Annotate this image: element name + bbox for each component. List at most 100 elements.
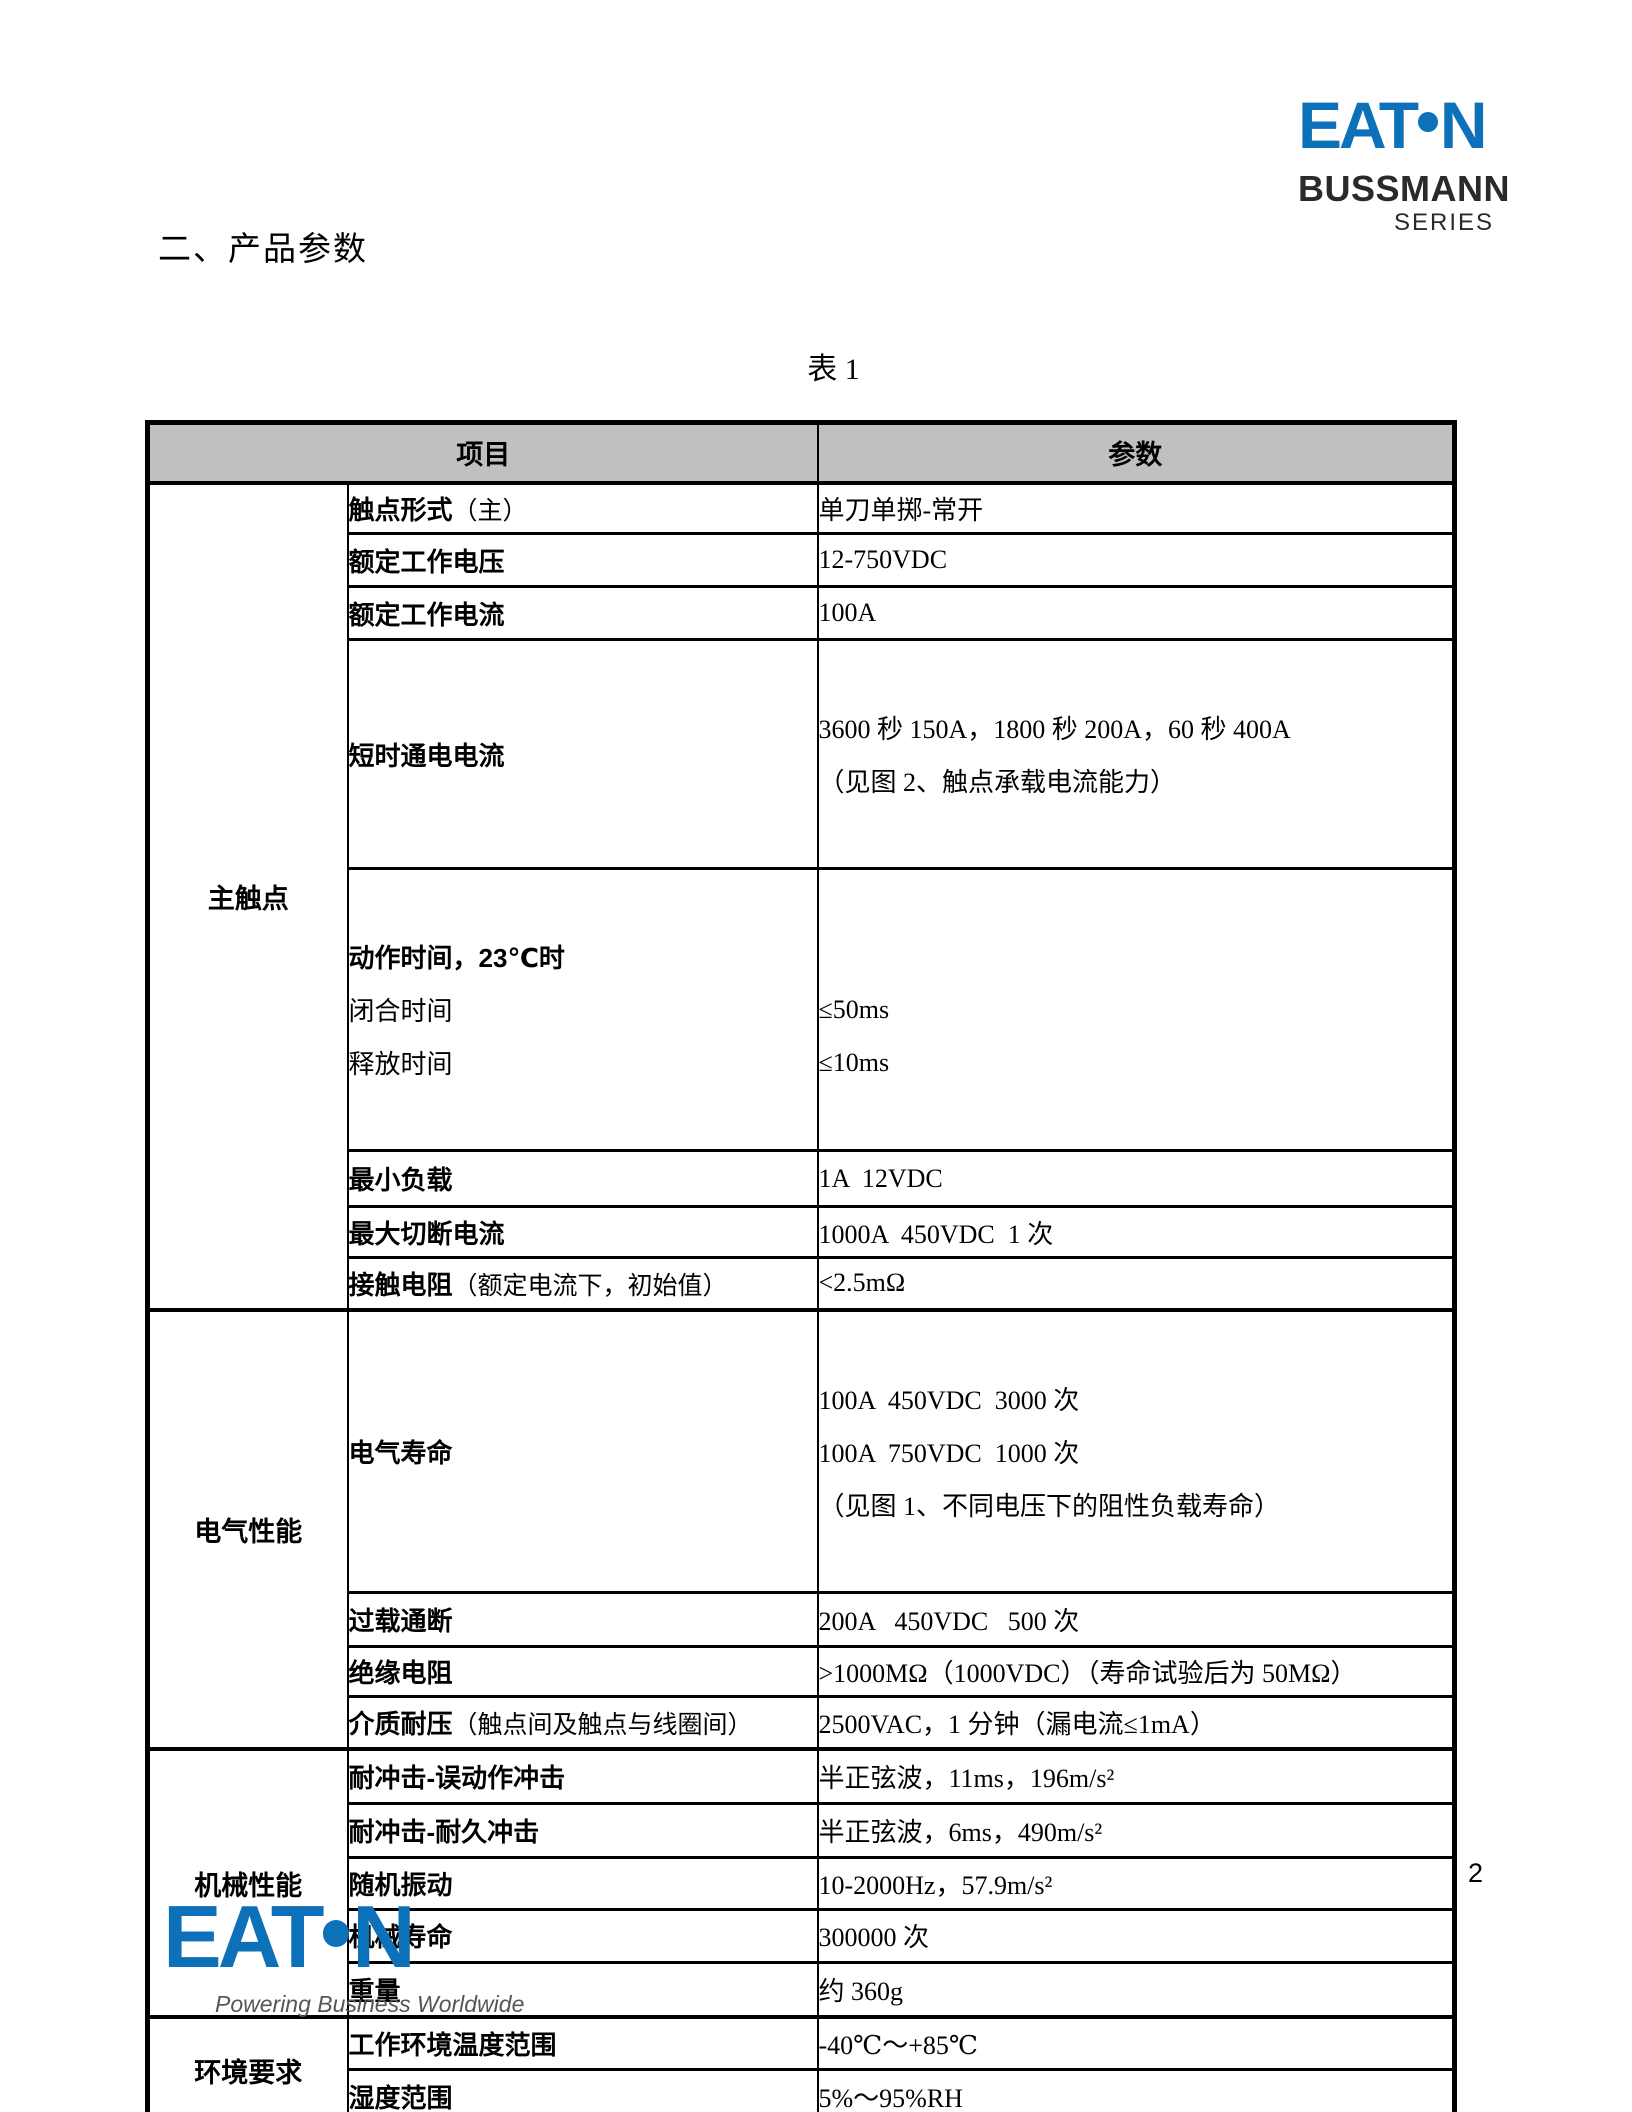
eaton-letter-n: N [1439, 88, 1488, 162]
param-value: 半正弦波，11ms，196m/s² [816, 1747, 1456, 1805]
param-value: 1000A 450VDC 1 次 [816, 1205, 1456, 1259]
eaton-tagline: Powering Business Worldwide [215, 1991, 525, 2017]
item-cell: 随机振动 [346, 1855, 819, 1911]
item-label: 短时通电电流 [348, 740, 505, 771]
param-value-line: 100A 450VDC 3000 次 [818, 1385, 1080, 1415]
item-cell: 耐冲击-误动作冲击 [346, 1747, 819, 1805]
eaton-o-dot-icon [323, 1920, 350, 1947]
item-cell: 介质耐压（触点间及触点与线圈间） [346, 1694, 819, 1751]
param-value-line: （见图 1、不同电压下的阻性负载寿命） [818, 1491, 1281, 1521]
item-cell: 短时通电电流 [346, 638, 819, 870]
page-number: 2 [1468, 1858, 1484, 1888]
group-label-environment: 环境要求 [146, 2015, 349, 2112]
bussmann-label: BUSSMANN [1298, 168, 1511, 209]
param-value-lines: ≤50ms ≤10ms [818, 930, 1453, 1089]
param-value: 1A 12VDC [816, 1149, 1456, 1208]
param-value: 3600 秒 150A，1800 秒 200A，60 秒 400A （见图 2、… [816, 638, 1456, 870]
item-label: 电气寿命 [348, 1437, 453, 1468]
eaton-letters-eat: EAT [163, 1887, 324, 1986]
section-title: 二、产品参数 [158, 232, 368, 268]
table-row: 介质耐压（触点间及触点与线圈间） 2500VAC，1 分钟（漏电流≤1mA） [148, 1694, 1456, 1751]
eaton-letter-n: N [352, 1887, 416, 1986]
eaton-wordmark: EAT N [1298, 92, 1494, 158]
table-row: 绝缘电阻 >1000MΩ（1000VDC）（寿命试验后为 50MΩ） [148, 1644, 1456, 1698]
param-value: 300000 次 [816, 1907, 1456, 1964]
item-cell: 湿度范围 [346, 2067, 819, 2112]
table-row: 机械性能 耐冲击-误动作冲击 半正弦波，11ms，196m/s² [146, 1747, 1456, 2019]
table-row: 主触点 触点形式（主） 单刀单掷-常开 [146, 481, 1456, 1311]
table-row: 额定工作电流 100A [148, 585, 1456, 641]
item-label: 耐冲击-误动作冲击 [348, 1762, 566, 1793]
param-value-line: ≤10ms [818, 1047, 890, 1077]
table-row: 湿度范围 5%～95%RH [148, 2067, 1456, 2112]
table-row: 过载通断 200A 450VDC 500 次 [148, 1590, 1456, 1648]
item-label-suffix: （主） [452, 497, 528, 525]
param-value: 12-750VDC [816, 532, 1456, 588]
item-label: 机械寿命 [348, 1922, 453, 1952]
item-cell: 重量 [346, 1960, 819, 2019]
table-row: 耐冲击-耐久冲击 半正弦波，6ms，490m/s² [148, 1801, 1456, 1859]
item-label: 动作时间，23℃时 [348, 943, 565, 973]
item-cell: 耐冲击-耐久冲击 [346, 1801, 819, 1859]
item-label: 工作环境温度范围 [348, 2029, 557, 2060]
item-cell: 动作时间，23℃时 闭合时间 释放时间 [346, 867, 819, 1152]
table-row: 电气性能 电气寿命 100A 450VDC 3000 次 100A 750VDC… [146, 1307, 1456, 1751]
table-row: 短时通电电流 3600 秒 150A，1800 秒 200A，60 秒 400A… [148, 638, 1456, 870]
eaton-footer-logo: EAT N Powering Business Worldwide [163, 1893, 524, 2016]
param-value: 10-2000Hz，57.9m/s² [816, 1855, 1456, 1911]
param-value: 5%～95%RH [816, 2067, 1456, 2112]
item-label: 耐冲击-耐久冲击 [348, 1816, 540, 1847]
item-label: 最小负载 [348, 1165, 453, 1195]
item-cell: 机械寿命 [346, 1907, 819, 1964]
item-cell: 接触电阻（额定电流下，初始值） [346, 1256, 819, 1311]
table-row: 最小负载 1A 12VDC [148, 1149, 1456, 1208]
param-value: 100A [816, 585, 1456, 641]
group-label-main-contact: 主触点 [146, 481, 349, 1311]
item-label: 额定工作电压 [348, 546, 505, 577]
param-value-line: ≤50ms [818, 994, 890, 1024]
item-label: 接触电阻 [348, 1269, 453, 1300]
item-cell: 工作环境温度范围 [346, 2015, 819, 2071]
table-row: 随机振动 10-2000Hz，57.9m/s² [148, 1855, 1456, 1911]
series-label: SERIES [1393, 209, 1494, 236]
item-cell: 最小负载 [346, 1149, 819, 1208]
item-sub-label: 释放时间 [348, 1050, 453, 1079]
param-value: 200A 450VDC 500 次 [816, 1590, 1456, 1648]
item-cell: 触点形式（主） [346, 481, 819, 535]
item-cell: 绝缘电阻 [346, 1644, 819, 1698]
param-value: <2.5mΩ [816, 1256, 1456, 1311]
param-value: 100A 450VDC 3000 次 100A 750VDC 1000 次 （见… [816, 1307, 1456, 1594]
item-label-line: 动作时间，23℃时 [348, 930, 816, 983]
table-row: 动作时间，23℃时 闭合时间 释放时间 ≤50ms ≤10ms [148, 867, 1456, 1152]
param-value-line [820, 930, 1453, 983]
eaton-bussmann-logo: EAT N BUSSMANN SERIES [1298, 92, 1511, 236]
item-label-lines: 动作时间，23℃时 闭合时间 释放时间 [348, 930, 816, 1089]
column-header-item: 项目 [146, 421, 819, 485]
group-label-electrical: 电气性能 [146, 1307, 349, 1751]
item-sub-label: 闭合时间 [348, 997, 453, 1026]
item-label: 额定工作电流 [348, 599, 505, 630]
item-cell: 过载通断 [346, 1590, 819, 1648]
param-value: ≤50ms ≤10ms [816, 867, 1456, 1152]
param-value: 单刀单掷-常开 [816, 481, 1456, 535]
param-value-line: 100A 750VDC 1000 次 [818, 1438, 1080, 1468]
param-value: 2500VAC，1 分钟（漏电流≤1mA） [816, 1694, 1456, 1751]
param-value: >1000MΩ（1000VDC）（寿命试验后为 50MΩ） [816, 1644, 1456, 1698]
param-value: 半正弦波，6ms，490m/s² [816, 1801, 1456, 1859]
param-value: 约 360g [816, 1960, 1456, 2019]
eaton-o-dot-icon [1418, 112, 1438, 133]
item-label: 湿度范围 [348, 2083, 453, 2112]
item-cell: 额定工作电压 [346, 532, 819, 588]
item-cell: 最大切断电流 [346, 1205, 819, 1259]
table-row: 环境要求 工作环境温度范围 -40℃～+85℃ [146, 2015, 1456, 2112]
param-value-lines: 3600 秒 150A，1800 秒 200A，60 秒 400A （见图 2、… [820, 701, 1453, 807]
item-label: 重量 [348, 1975, 401, 2006]
item-label-suffix: （额定电流下，初始值） [452, 1272, 728, 1300]
item-label: 绝缘电阻 [348, 1657, 453, 1688]
item-label: 过载通断 [348, 1605, 453, 1636]
header-row: 项目 参数 [146, 421, 1456, 485]
item-label: 触点形式 [348, 494, 453, 525]
item-label-suffix: （触点间及触点与线圈间） [452, 1711, 753, 1739]
spec-table: 项目 参数 主触点 触点形式（主） 单刀单掷-常开 额定工作电压 12-750V… [145, 420, 1457, 2112]
